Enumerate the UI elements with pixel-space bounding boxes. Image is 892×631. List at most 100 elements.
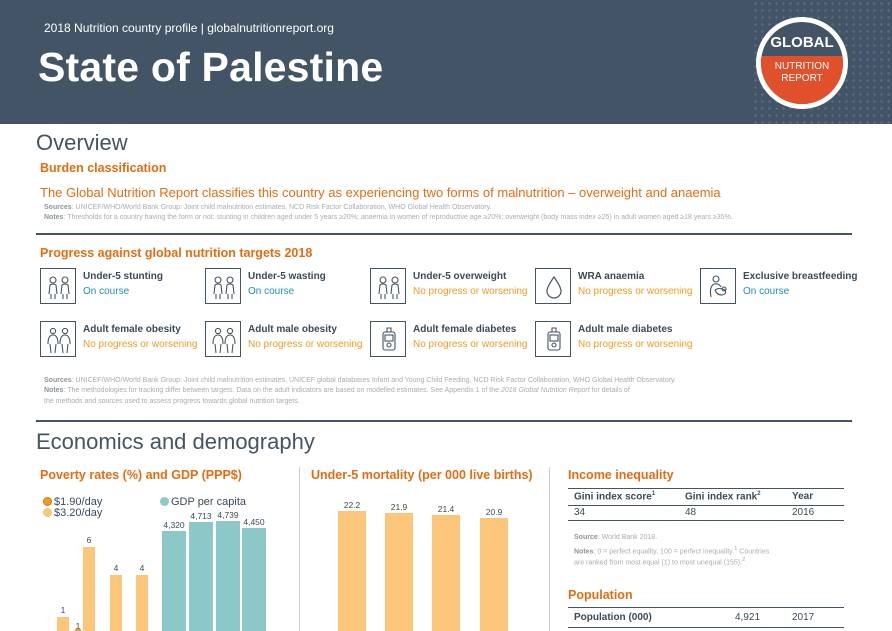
target-name: Adult male diabetes	[578, 324, 673, 335]
target-status: On course	[248, 286, 295, 297]
poverty-chart-title: Poverty rates (%) and GDP (PPP$)	[40, 468, 242, 482]
mortality-bar	[338, 511, 366, 631]
poverty-320-label: 4	[113, 563, 119, 573]
progress-notes: Notes: The methodologies for tracking di…	[44, 387, 630, 394]
target-status: No progress or worsening	[83, 339, 198, 350]
table-rule	[568, 505, 844, 506]
gdp-bar	[162, 530, 186, 631]
gini-score-header: Gini index score1	[574, 491, 656, 503]
gdp-label: 4,450	[243, 516, 265, 527]
poverty-320-bar	[110, 575, 122, 631]
gini-rank-value: 48	[685, 507, 697, 518]
children-icon	[370, 268, 406, 304]
target-status: On course	[83, 286, 130, 297]
table-rule	[568, 607, 844, 608]
income-notes: Notes: 0 = perfect equality, 100 = perfe…	[574, 546, 770, 556]
target-status: No progress or worsening	[248, 339, 363, 350]
mortality-label: 22.2	[343, 500, 361, 511]
gini-score-value: 34	[574, 507, 586, 518]
target-status: No progress or worsening	[578, 339, 693, 350]
mortality-bar	[385, 512, 413, 631]
progress-notes-cont: the methods and sources used to assess p…	[44, 398, 300, 405]
children-icon	[205, 268, 241, 304]
children-icon	[40, 268, 76, 304]
divider	[36, 420, 852, 422]
target-under-5-stunting: Under-5 stunting On course	[40, 268, 200, 308]
table-rule	[568, 488, 844, 489]
gdp-bar	[189, 521, 213, 631]
blood-drop-icon	[535, 268, 571, 304]
target-wra-anaemia: WRA anaemia No progress or worsening	[535, 268, 695, 308]
income-source: Source: World Bank 2018.	[574, 534, 658, 541]
adults-icon	[40, 321, 76, 357]
divider	[36, 233, 852, 235]
logo-text-bottom: NUTRITION REPORT	[761, 56, 843, 104]
target-adult-female-obesity: Adult female obesity No progress or worse…	[40, 321, 200, 361]
poverty-320-label: 1	[60, 605, 66, 615]
legend-poverty-190: $1.90/day	[43, 496, 102, 508]
mortality-label: 20.9	[485, 507, 503, 518]
progress-sources: Sources: UNICEF/WHO/World Bank Group: Jo…	[44, 377, 676, 384]
page-title: State of Palestine	[38, 44, 384, 90]
column-divider	[299, 467, 300, 631]
population-year: 2017	[792, 612, 815, 623]
glucose-meter-icon	[535, 321, 571, 357]
target-under-5-wasting: Under-5 wasting On course	[205, 268, 365, 308]
mortality-label: 21.9	[390, 501, 408, 512]
gdp-bar	[216, 521, 240, 631]
poverty-320-label: 6	[86, 535, 92, 545]
legend-poverty-320: $3.20/day	[43, 507, 102, 519]
table-rule	[568, 627, 844, 628]
burden-heading: Burden classification	[40, 161, 167, 175]
target-status: On course	[743, 286, 790, 297]
header-subtitle: 2018 Nutrition country profile | globaln…	[44, 21, 334, 35]
target-name: Exclusive breastfeeding	[743, 271, 858, 282]
gini-rank-header: Gini index rank2	[685, 491, 761, 503]
target-under-5-overweight: Under-5 overweight No progress or worseni…	[370, 268, 530, 308]
burden-text: The Global Nutrition Report classifies t…	[40, 185, 721, 200]
target-name: Adult female obesity	[83, 324, 181, 335]
progress-heading: Progress against global nutrition target…	[40, 246, 313, 260]
breastfeeding-icon	[700, 268, 736, 304]
target-status: No progress or worsening	[413, 286, 528, 297]
poverty-190-bar	[75, 629, 81, 631]
gdp-label: 4,320	[163, 519, 185, 530]
target-name: Adult male obesity	[248, 324, 337, 335]
mortality-label: 21.4	[437, 504, 455, 515]
income-notes-cont: are ranked from most equal (1) to most u…	[574, 557, 746, 567]
mortality-chart-title: Under-5 mortality (per 000 live births)	[311, 468, 533, 482]
target-adult-male-obesity: Adult male obesity No progress or worseni…	[205, 321, 365, 361]
poverty-320-bar	[83, 547, 95, 631]
adults-icon	[205, 321, 241, 357]
global-nutrition-report-logo: GLOBAL NUTRITION REPORT	[756, 17, 848, 109]
column-divider	[549, 467, 550, 631]
poverty-320-label: 4	[139, 563, 145, 573]
gdp-label: 4,739	[217, 510, 239, 521]
legend-gdp: GDP per capita	[160, 496, 246, 508]
population-heading: Population	[568, 588, 633, 602]
target-exclusive-breastfeeding: Exclusive breastfeeding On course	[700, 268, 860, 308]
income-heading: Income inequality	[568, 468, 674, 482]
burden-sources: Sources: UNICEF/WHO/World Bank Group: Jo…	[44, 204, 492, 211]
economics-title: Economics and demography	[36, 429, 315, 454]
overview-title: Overview	[36, 130, 128, 155]
table-rule	[568, 520, 844, 521]
mortality-bar	[480, 518, 508, 631]
population-label: Population (000)	[574, 612, 652, 623]
poverty-320-bar	[136, 575, 148, 631]
year-header: Year	[792, 491, 814, 502]
target-status: No progress or worsening	[413, 339, 528, 350]
glucose-meter-icon	[370, 321, 406, 357]
mortality-bar	[432, 515, 460, 631]
header-banner: 2018 Nutrition country profile | globaln…	[0, 0, 892, 124]
gdp-label: 4,713	[190, 510, 212, 521]
target-name: Under-5 wasting	[248, 271, 326, 282]
logo-text-top: GLOBAL	[770, 34, 834, 51]
target-status: No progress or worsening	[578, 286, 693, 297]
target-adult-female-diabetes: Adult female diabetes No progress or wors…	[370, 321, 530, 361]
gdp-bar	[242, 527, 266, 631]
target-adult-male-diabetes: Adult male diabetes No progress or worsen…	[535, 321, 695, 361]
target-name: Under-5 stunting	[83, 271, 163, 282]
poverty-190-label: 1	[75, 621, 81, 631]
target-name: Under-5 overweight	[413, 271, 507, 282]
